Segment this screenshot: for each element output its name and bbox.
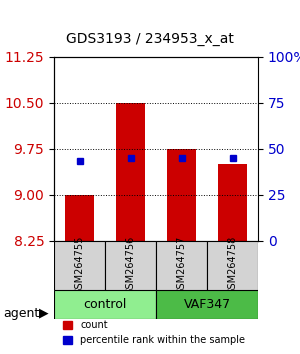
Text: ▶: ▶ [39,307,49,320]
FancyBboxPatch shape [54,290,156,319]
Text: control: control [83,298,127,311]
Bar [65,195,94,241]
Legend: count, percentile rank within the sample: count, percentile rank within the sample [59,316,249,349]
Bar [116,103,145,241]
Bar [167,149,196,241]
Text: GSM264757: GSM264757 [176,236,187,295]
Text: VAF347: VAF347 [183,298,231,311]
Text: GSM264756: GSM264756 [125,236,136,295]
FancyBboxPatch shape [207,241,258,290]
Bar [218,164,247,241]
FancyBboxPatch shape [156,290,258,319]
Text: GDS3193 / 234953_x_at: GDS3193 / 234953_x_at [66,32,234,46]
Text: GSM264758: GSM264758 [227,236,238,295]
Text: agent: agent [3,307,39,320]
FancyBboxPatch shape [54,241,105,290]
Text: GSM264755: GSM264755 [74,236,85,295]
FancyBboxPatch shape [105,241,156,290]
FancyBboxPatch shape [156,241,207,290]
